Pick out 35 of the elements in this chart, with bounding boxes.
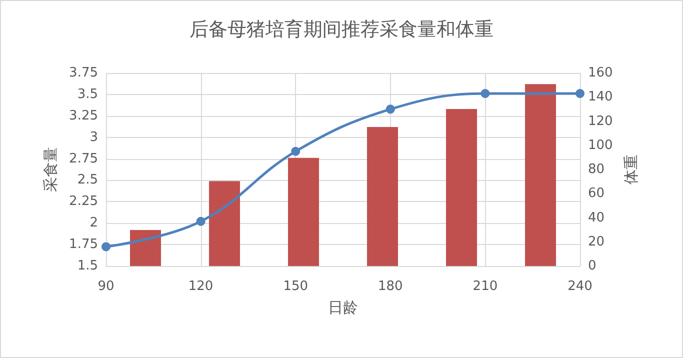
y2-tick-label: 60 [588,186,605,202]
x-tick-label: 90 [98,279,114,294]
y-axis-title: 采食量 [42,147,60,192]
y2-tick-label: 140 [588,90,613,105]
y2-tick-label: 0 [588,258,596,274]
x-tick-label: 180 [378,279,403,294]
x-tick-label: 150 [283,279,308,294]
y2-tick-label: 160 [588,66,613,80]
point [386,104,395,114]
y-tick-label: 3.75 [69,66,98,80]
x-tick-label: 210 [472,279,498,294]
y-tick-label: 2.5 [77,172,98,188]
y-tick-label: 2 [90,216,98,231]
y-tick-label: 1.75 [69,237,98,252]
point [291,146,300,156]
y-tick-label: 3 [90,130,98,145]
y2-tick-label: 20 [588,234,605,250]
x-axis-title: 日龄 [328,298,358,316]
y-tick-label: 1.5 [77,258,98,274]
point [576,89,584,98]
point [196,216,206,226]
y2-tick-label: 100 [588,138,613,153]
x-tick-label: 240 [568,279,592,294]
y2-tick-label: 80 [588,162,605,177]
y-tick-label: 3.5 [77,86,98,102]
y-tick-label: 3.25 [69,108,98,124]
point [480,89,490,98]
x-tick-label: 120 [188,279,214,294]
y2-tick-label: 40 [588,210,605,226]
y2-axis-title: 体重 [622,154,640,184]
y-tick-label: 2.75 [69,151,98,166]
point [102,242,110,252]
chart-title: 后备母猪培育期间推荐采食量和体重 [190,18,494,40]
y-tick-label: 2.25 [69,194,98,210]
y2-tick-label: 120 [588,114,613,129]
